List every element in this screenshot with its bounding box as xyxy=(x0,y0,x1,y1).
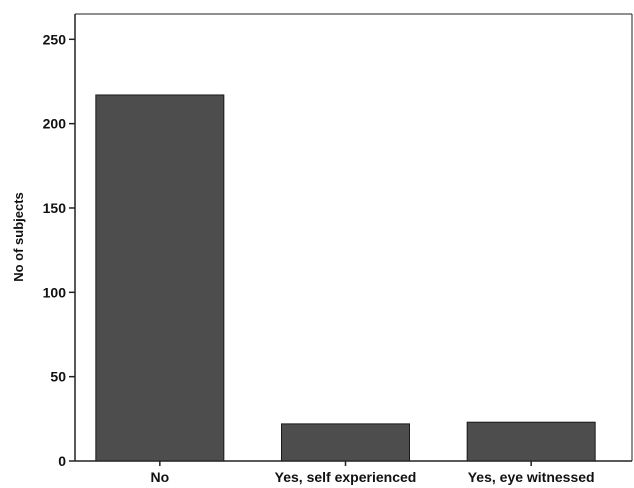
bar xyxy=(466,421,596,462)
x-tick-label: No xyxy=(150,469,169,485)
y-tick-label: 0 xyxy=(58,453,66,469)
y-tick-label: 50 xyxy=(50,369,66,385)
plot-area: 0 50 100 150 200 250 No Yes, self experienced Y… xyxy=(43,13,633,485)
y-tick-label: 250 xyxy=(43,31,67,47)
x-tick-label: Yes, self experienced xyxy=(275,469,417,485)
bars xyxy=(95,94,596,462)
y-axis-title: No of subjects xyxy=(11,192,26,282)
y-tick-label: 200 xyxy=(43,116,67,132)
x-axis-tick-labels: No Yes, self experienced Yes, eye witnesse… xyxy=(150,461,595,485)
y-tick-label: 150 xyxy=(43,200,67,216)
bar xyxy=(95,94,225,462)
y-tick-label: 100 xyxy=(43,284,67,300)
bar xyxy=(281,423,410,462)
x-tick-label: Yes, eye witnessed xyxy=(468,469,595,485)
y-axis-ticks: 0 50 100 150 200 250 xyxy=(43,31,75,469)
